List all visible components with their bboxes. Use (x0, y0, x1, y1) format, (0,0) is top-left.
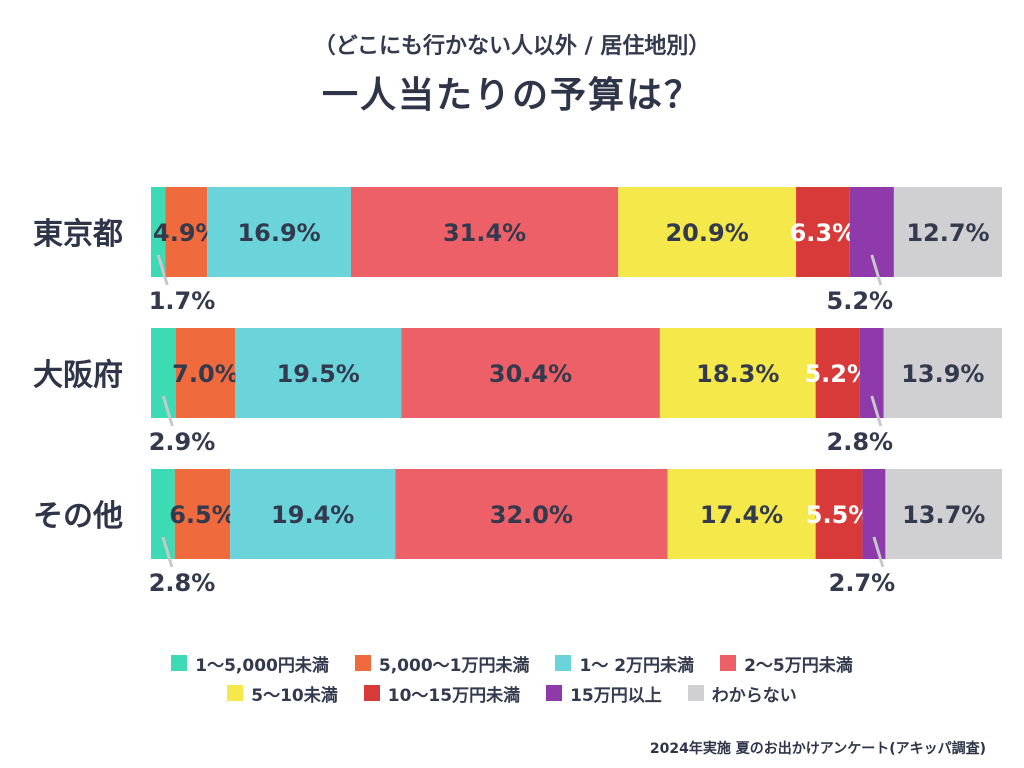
source-note: 2024年実施 夏のお出かけアンケート(アキッパ調査) (649, 741, 986, 757)
bar-segment (667, 469, 816, 559)
bar-segment (151, 469, 175, 559)
legend-item: 10〜15万円未満 (363, 681, 521, 706)
legend-item: 5〜10未満 (227, 681, 338, 706)
bar-segment (401, 328, 660, 418)
bar-segment (151, 328, 176, 418)
data-label: 31.4% (443, 219, 526, 247)
leader-line (872, 536, 885, 568)
bar-segment (235, 328, 402, 418)
data-label: 30.4% (489, 360, 572, 388)
data-label: 19.5% (277, 360, 360, 388)
bar-segment (175, 328, 236, 418)
bar-segment (859, 328, 884, 418)
data-label: 16.9% (237, 219, 320, 247)
legend-label: 1〜 2万円未満 (579, 655, 695, 676)
data-label: 19.4% (271, 501, 354, 529)
data-label: 13.9% (901, 360, 984, 388)
data-label: 2.9% (149, 428, 216, 456)
legend-item: 5,000〜1万円未満 (354, 651, 530, 676)
leader-line (870, 254, 883, 286)
data-label: 17.4% (700, 501, 783, 529)
bar-segment (230, 469, 396, 559)
data-label: 1.7% (149, 287, 216, 315)
data-label: 32.0% (490, 501, 573, 529)
chart-subtitle: （どこにも行かない人以外 / 居住地別） (313, 34, 711, 59)
data-label: 2.8% (149, 569, 216, 597)
legend-swatch (687, 685, 704, 701)
bar-segment (885, 469, 1002, 559)
bar-segment (862, 469, 886, 559)
bar-segment (815, 328, 860, 418)
category-label: その他 (33, 499, 123, 534)
legend-swatch (363, 685, 380, 701)
bar-segment (659, 328, 816, 418)
legend-swatch (546, 685, 563, 701)
chart-title: 一人当たりの予算は？ (321, 75, 702, 116)
legend-swatch (555, 655, 572, 671)
legend-label: 5,000〜1万円未満 (378, 655, 530, 676)
legend-label: 10〜15万円未満 (387, 685, 521, 706)
category-label: 大阪府 (33, 358, 123, 393)
legend-row: 1〜5,000円未満 5,000〜1万円未満 1〜 2万円未満 2〜5万円未満 (0, 648, 1024, 678)
bar-segment (350, 187, 619, 277)
leader-line (156, 254, 169, 286)
bar-segment (174, 469, 231, 559)
bar-segment (815, 469, 863, 559)
legend-item: 1〜 2万円未満 (555, 651, 694, 676)
legend-label: わからない (711, 685, 797, 706)
category-label: 東京都 (33, 217, 123, 252)
legend-item: わからない (687, 681, 797, 706)
bar-segment (207, 187, 351, 277)
legend-label: 2〜5万円未満 (744, 655, 853, 676)
data-label: 5.5% (806, 501, 873, 529)
bar-segment (165, 187, 208, 277)
data-label: 2.7% (829, 569, 896, 597)
legend-swatch (354, 655, 371, 671)
legend-swatch (171, 655, 188, 671)
leader-line (870, 395, 883, 427)
legend-label: 1〜5,000円未満 (195, 655, 329, 676)
data-label: 2.8% (827, 428, 894, 456)
legend-item: 2〜5万円未満 (720, 651, 853, 676)
bar-segment (893, 187, 1002, 277)
bar-segment (849, 187, 894, 277)
leader-line (161, 536, 174, 568)
data-label: 6.5% (169, 501, 236, 529)
data-label: 6.3% (790, 219, 857, 247)
legend-row: 5〜10未満 10〜15万円未満 15万円以上 わからない (0, 678, 1024, 708)
bar-segment (151, 187, 166, 277)
legend-label: 15万円以上 (570, 685, 662, 706)
legend-swatch (720, 655, 737, 671)
bar-segment (796, 187, 850, 277)
legend-item: 1〜5,000円未満 (171, 651, 329, 676)
data-label: 12.7% (906, 219, 989, 247)
legend-label: 5〜10未満 (251, 685, 338, 706)
data-label: 5.2% (827, 287, 894, 315)
legend-swatch (227, 685, 244, 701)
data-label: 13.7% (902, 501, 985, 529)
data-label: 7.0% (172, 360, 239, 388)
bar-segment (883, 328, 1002, 418)
bar-segment (618, 187, 797, 277)
data-label: 20.9% (665, 219, 748, 247)
leader-line (161, 395, 174, 427)
data-label: 18.3% (696, 360, 779, 388)
bar-segment (395, 469, 668, 559)
chart-legend: 1〜5,000円未満 5,000〜1万円未満 1〜 2万円未満 2〜5万円未満 5〜1… (0, 648, 1024, 708)
legend-item: 15万円以上 (546, 681, 662, 706)
